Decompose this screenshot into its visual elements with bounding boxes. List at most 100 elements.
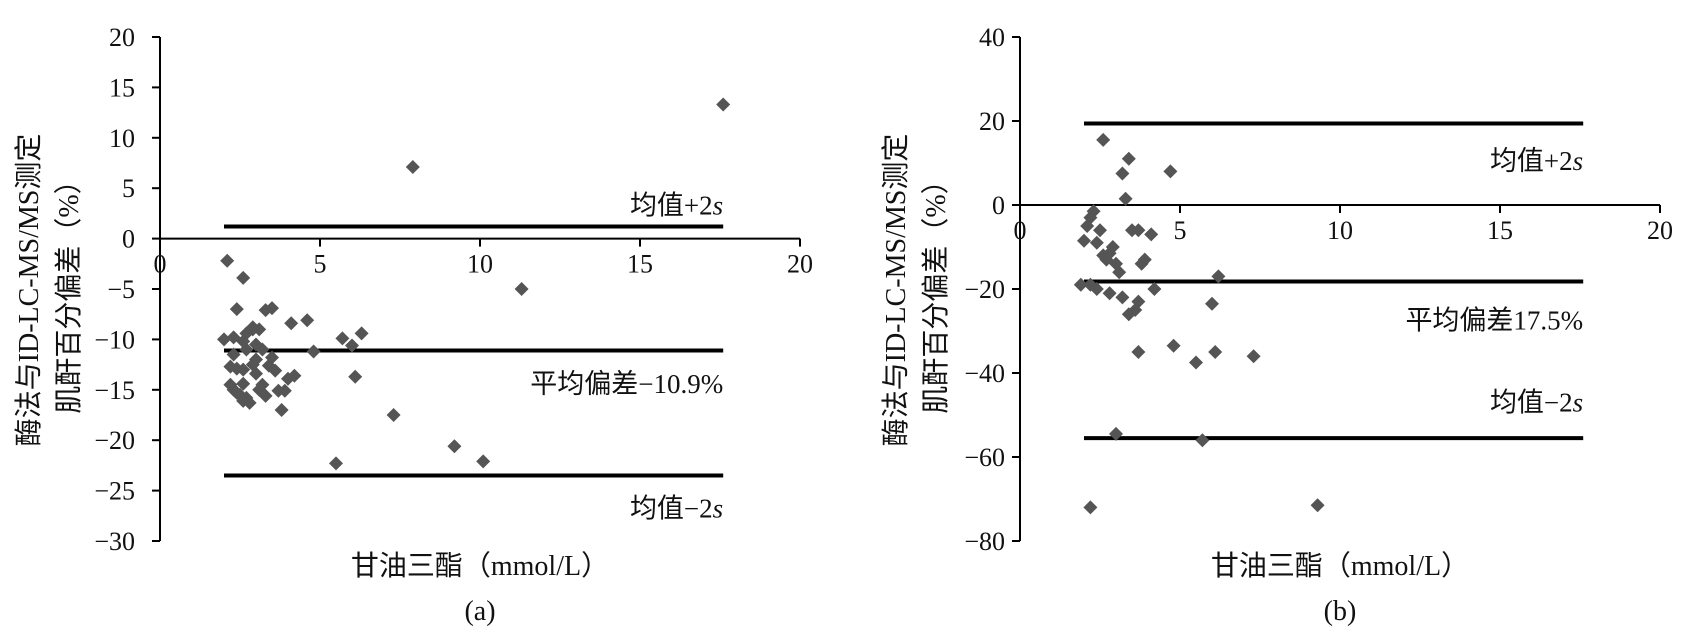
data-point: [1102, 286, 1117, 301]
data-point: [287, 368, 302, 383]
data-point: [306, 344, 321, 359]
y-tick-label: −10: [94, 325, 135, 354]
data-point: [252, 322, 267, 337]
y-tick-label: 40: [979, 23, 1005, 52]
y-axis-label-line1: 酶法与ID-LC-MS/MS测定: [13, 134, 45, 447]
data-point: [1112, 265, 1127, 280]
data-point: [1137, 252, 1152, 267]
reference-line-label-italic: s: [1573, 387, 1584, 417]
data-point: [258, 388, 273, 403]
reference-line-label-italic: s: [713, 494, 724, 524]
x-tick-label: 20: [1647, 216, 1673, 245]
y-tick-label: 0: [992, 191, 1005, 220]
reference-line-label-italic: s: [713, 190, 724, 220]
data-point: [1131, 345, 1146, 359]
data-point: [1089, 282, 1104, 296]
reference-line-label-text: 均值−2: [1490, 387, 1573, 417]
x-tick-label: 20: [787, 250, 813, 279]
x-tick-label: 15: [1487, 216, 1513, 245]
data-point: [1208, 345, 1223, 359]
data-point: [236, 362, 251, 377]
data-point: [265, 350, 279, 365]
data-point: [447, 439, 462, 454]
data-point: [1083, 500, 1098, 515]
x-tick-label: 0: [154, 250, 167, 279]
x-tick-label: 0: [1014, 216, 1027, 245]
data-point: [1131, 223, 1146, 238]
y-axis-label-line2: 肌酐百分偏差（%）: [53, 166, 85, 413]
data-point: [1096, 132, 1111, 147]
data-point: [329, 456, 343, 471]
data-point: [277, 383, 292, 398]
data-point: [300, 313, 315, 328]
y-tick-label: −30: [94, 527, 135, 556]
y-tick-label: 20: [979, 107, 1005, 136]
y-tick-label: 5: [122, 174, 135, 203]
data-point: [1310, 498, 1325, 513]
y-tick-label: 20: [109, 23, 135, 52]
reference-line-label: 均值−2s: [1490, 387, 1583, 417]
data-point: [242, 395, 257, 410]
y-tick-label: −40: [964, 359, 1005, 388]
y-tick-label: −25: [94, 477, 135, 506]
data-point: [1080, 219, 1095, 233]
reference-line-label: 均值+2s: [1490, 146, 1583, 176]
data-point: [249, 366, 263, 381]
data-point: [1093, 223, 1107, 238]
reference-line-label-text: 平均偏差−10.9%: [530, 369, 723, 399]
y-tick-label: −5: [107, 275, 135, 304]
data-point: [1109, 426, 1123, 441]
x-tick-label: 15: [627, 250, 653, 279]
reference-line-label: 均值−2s: [630, 494, 723, 524]
y-tick-label: −20: [964, 275, 1005, 304]
data-point: [514, 282, 529, 296]
data-point: [255, 377, 270, 392]
data-point: [1121, 151, 1136, 166]
data-point: [1163, 164, 1178, 179]
data-point: [1147, 282, 1162, 296]
data-point: [226, 347, 241, 362]
reference-line-label-text: 平均偏差17.5%: [1405, 306, 1583, 336]
reference-line-label: 均值+2s: [630, 190, 723, 220]
panel-label: (a): [464, 596, 495, 627]
data-point: [405, 160, 420, 175]
data-point: [1144, 227, 1159, 242]
reference-line-label: 平均偏差17.5%: [1405, 306, 1583, 336]
x-axis-label: 甘油三酯（mmol/L）: [351, 550, 609, 582]
data-point: [354, 326, 369, 341]
data-point: [1205, 296, 1219, 311]
data-point: [1077, 233, 1091, 248]
reference-line-label-text: 均值+2: [1490, 146, 1573, 176]
data-point: [386, 408, 401, 422]
data-point: [249, 352, 263, 367]
x-tick-label: 10: [1327, 216, 1353, 245]
data-point: [1166, 338, 1181, 353]
panel-label: (b): [1324, 596, 1357, 627]
y-axis-label-line1: 酶法与ID-LC-MS/MS测定: [880, 134, 912, 447]
reference-line-label-italic: s: [1573, 146, 1584, 176]
data-point: [274, 402, 289, 417]
y-tick-label: 15: [109, 73, 135, 102]
data-point: [1118, 191, 1133, 206]
y-tick-label: −20: [94, 426, 135, 455]
y-tick-label: 10: [109, 124, 135, 153]
data-point: [716, 97, 731, 112]
y-tick-label: −80: [964, 527, 1005, 556]
data-point: [476, 454, 491, 469]
x-tick-label: 10: [467, 250, 493, 279]
reference-line-label-text: 均值+2: [630, 190, 713, 220]
y-tick-label: −15: [94, 376, 135, 405]
x-axis-label: 甘油三酯（mmol/L）: [1211, 550, 1469, 582]
data-point: [1073, 277, 1088, 292]
reference-line-label-text: 均值−2: [630, 494, 713, 524]
data-point: [1195, 433, 1210, 448]
data-point: [268, 363, 283, 378]
y-tick-label: 0: [122, 225, 135, 254]
data-point: [236, 270, 251, 285]
data-point: [236, 376, 251, 391]
data-point: [1131, 294, 1146, 309]
data-point: [1246, 349, 1261, 364]
